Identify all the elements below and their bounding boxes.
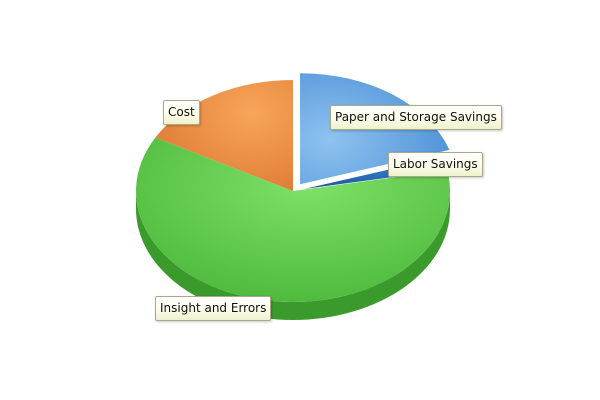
slice-label-paper-and-storage-savings: Paper and Storage Savings [330, 105, 502, 130]
slice-label-cost: Cost [163, 100, 200, 125]
pie-side-insight-and-errors [136, 191, 450, 320]
pie-slice-insight-and-errors [136, 137, 451, 303]
slice-label-insight-and-errors: Insight and Errors [155, 296, 272, 321]
pie-sides [136, 191, 450, 320]
slice-label-labor-savings: Labor Savings [388, 152, 483, 177]
